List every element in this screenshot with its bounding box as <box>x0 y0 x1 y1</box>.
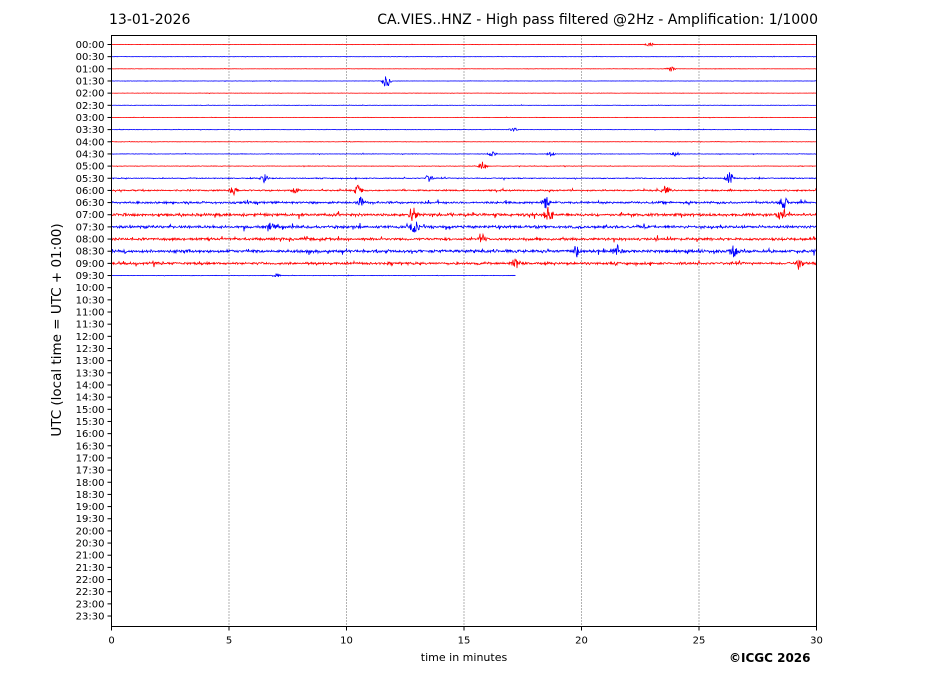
y-tick-label: 22:00 <box>76 575 105 586</box>
y-tick-label: 22:30 <box>76 587 105 598</box>
trace-0000 <box>111 42 817 47</box>
y-tick-label: 02:00 <box>76 89 105 100</box>
trace-0530 <box>111 172 817 184</box>
trace-0930 <box>111 272 516 278</box>
y-tick-label: 08:30 <box>76 247 105 258</box>
trace-0500 <box>111 161 817 169</box>
y-tick-label: 02:30 <box>76 101 105 112</box>
y-tick-label: 12:00 <box>76 332 105 343</box>
y-tick-label: 15:30 <box>76 417 105 428</box>
y-tick-label: 03:30 <box>76 125 105 136</box>
y-tick-label: 12:30 <box>76 344 105 355</box>
trace-0630 <box>111 196 817 209</box>
vertical-gridlines <box>228 35 700 627</box>
plot-frame <box>111 35 817 627</box>
copyright-text: ©ICGC 2026 <box>729 651 811 665</box>
y-tick-label: 11:30 <box>76 320 105 331</box>
trace-0430 <box>111 150 817 158</box>
y-tick-label: 16:00 <box>76 429 105 440</box>
y-tick-label: 21:30 <box>76 563 105 574</box>
trace-0230 <box>111 104 817 107</box>
y-tick-label: 19:00 <box>76 502 105 513</box>
y-tick-label: 09:00 <box>76 259 105 270</box>
y-tick-label: 03:00 <box>76 113 105 124</box>
trace-0130 <box>111 76 817 87</box>
y-tick-label: 16:30 <box>76 441 105 452</box>
y-tick-label: 17:00 <box>76 453 105 464</box>
y-tick-label: 08:00 <box>76 235 105 246</box>
y-tick-label: 10:30 <box>76 295 105 306</box>
trace-0100 <box>111 66 817 72</box>
trace-0700 <box>111 206 817 222</box>
trace-0900 <box>111 258 817 270</box>
trace-0730 <box>111 221 817 234</box>
y-tick-label: 04:30 <box>76 149 105 160</box>
x-tick-label: 5 <box>226 636 232 647</box>
x-tick-label: 15 <box>458 636 471 647</box>
trace-0400 <box>111 140 817 143</box>
trace-0600 <box>111 184 817 197</box>
trace-0830 <box>111 243 817 258</box>
y-tick-label: 07:00 <box>76 210 105 221</box>
chart-title: CA.VIES..HNZ - High pass filtered @2Hz -… <box>377 12 818 28</box>
x-axis-ticks: 0 5 10 15 20 25 30 <box>108 626 823 647</box>
x-tick-label: 20 <box>575 636 588 647</box>
y-tick-label: 06:00 <box>76 186 105 197</box>
y-tick-label: 09:30 <box>76 271 105 282</box>
y-tick-label: 18:00 <box>76 478 105 489</box>
y-tick-label: 07:30 <box>76 222 105 233</box>
y-tick-label: 18:30 <box>76 490 105 501</box>
seismic-traces <box>111 42 817 278</box>
y-tick-label: 05:30 <box>76 174 105 185</box>
x-tick-label: 10 <box>340 636 353 647</box>
y-tick-label: 10:00 <box>76 283 105 294</box>
x-tick-label: 0 <box>108 636 114 647</box>
x-axis-label: time in minutes <box>420 651 508 664</box>
y-tick-label: 23:00 <box>76 599 105 610</box>
y-tick-label: 20:00 <box>76 526 105 537</box>
x-tick-label: 25 <box>693 636 706 647</box>
trace-0300 <box>111 116 817 119</box>
y-tick-label: 14:00 <box>76 380 105 391</box>
y-tick-label: 11:00 <box>76 308 105 319</box>
y-tick-label: 17:30 <box>76 466 105 477</box>
y-tick-label: 20:30 <box>76 539 105 550</box>
y-tick-label: 13:30 <box>76 368 105 379</box>
y-tick-label: 01:00 <box>76 64 105 75</box>
trace-0800 <box>111 232 817 243</box>
y-tick-label: 14:30 <box>76 393 105 404</box>
y-tick-label: 05:00 <box>76 162 105 173</box>
chart-date: 13-01-2026 <box>109 12 191 28</box>
y-tick-label: 21:00 <box>76 551 105 562</box>
trace-0200 <box>111 92 817 95</box>
y-tick-label: 04:00 <box>76 137 105 148</box>
y-tick-label: 01:30 <box>76 76 105 87</box>
y-tick-label: 13:00 <box>76 356 105 367</box>
y-tick-label: 15:00 <box>76 405 105 416</box>
trace-0030 <box>111 55 817 58</box>
y-tick-label: 19:30 <box>76 514 105 525</box>
y-tick-label: 23:30 <box>76 612 105 623</box>
y-tick-label: 00:00 <box>76 40 105 51</box>
x-tick-label: 30 <box>810 636 823 647</box>
y-tick-label: 06:30 <box>76 198 105 209</box>
trace-0330 <box>111 127 817 132</box>
y-tick-label: 00:30 <box>76 52 105 63</box>
